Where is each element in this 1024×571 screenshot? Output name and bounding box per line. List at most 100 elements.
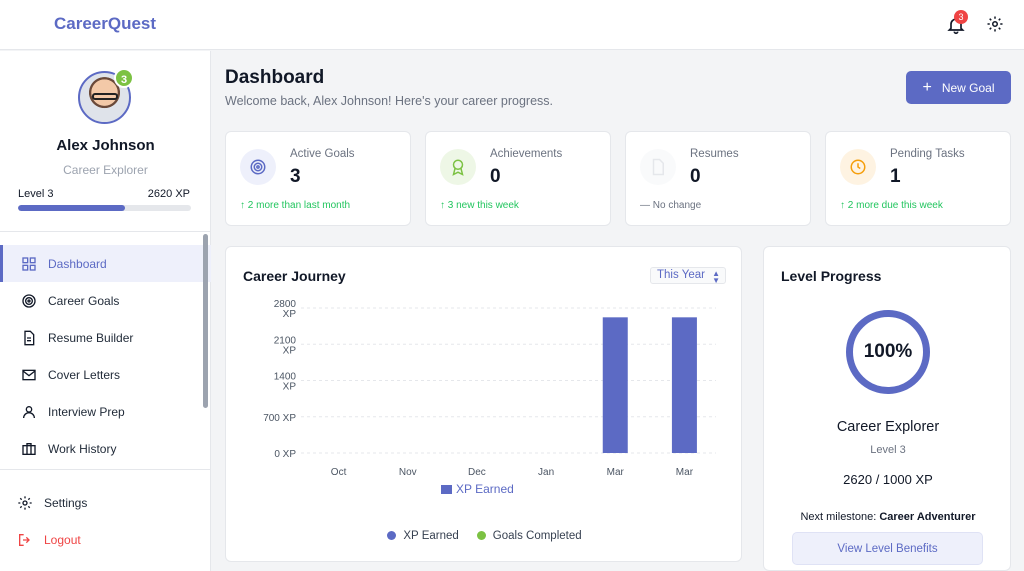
stat-label: Active Goals (290, 148, 355, 160)
target-icon (20, 292, 38, 310)
sidebar-item-resume-builder[interactable]: Resume Builder (0, 319, 211, 356)
divider (0, 231, 211, 232)
stat-change: ↑ 3 new this week (440, 200, 519, 211)
mail-icon (20, 366, 38, 384)
y-tick-label: 700 XP (263, 413, 296, 424)
stat-label: Pending Tasks (890, 148, 965, 160)
sidebar-item-label: Settings (44, 495, 88, 510)
stat-value: 1 (890, 166, 901, 187)
sidebar-item-work-history[interactable]: Work History (0, 430, 211, 467)
new-goal-button[interactable]: + New Goal (906, 71, 1011, 104)
welcome-message: Welcome back, Alex Johnson! Here's your … (225, 94, 553, 108)
legend-label: XP Earned (403, 530, 459, 542)
sidebar-bottom-nav: Settings Logout (0, 484, 211, 558)
sidebar-item-interview-prep[interactable]: Interview Prep (0, 393, 211, 430)
card-title: Career Journey (243, 268, 346, 284)
user-role: Career Explorer (63, 163, 148, 177)
stat-card-achievements[interactable]: Achievements 0 ↑ 3 new this week (425, 131, 611, 226)
x-tick-label: Nov (399, 467, 417, 478)
xp-label: 2620 XP (147, 188, 190, 200)
stat-card-active-goals[interactable]: Active Goals 3 ↑ 2 more than last month (225, 131, 411, 226)
level-name: Career Explorer (836, 419, 940, 435)
view-level-benefits-button[interactable]: View Level Benefits (792, 532, 983, 565)
level-progress-fill (18, 205, 126, 211)
next-milestone-value: Career Adventurer (879, 511, 976, 523)
stat-change: — No change (640, 200, 702, 211)
grid-icon (20, 255, 38, 273)
clock-icon (840, 149, 876, 185)
sidebar-item-dashboard[interactable]: Dashboard (0, 245, 211, 282)
y-tick-label: 2800 XP (274, 299, 297, 320)
glasses-shape (92, 93, 118, 100)
plus-icon: + (922, 78, 932, 96)
sidebar-item-settings[interactable]: Settings (0, 484, 211, 521)
legend-label: Goals Completed (492, 530, 582, 542)
period-value: This Year (657, 269, 705, 281)
x-tick-label: Mar (607, 467, 625, 478)
divider (0, 469, 211, 470)
document-icon (640, 149, 676, 185)
gear-icon (16, 494, 34, 512)
chevron-updown-icon: ▲ ▼ (712, 269, 720, 285)
gear-icon[interactable] (986, 15, 1004, 33)
person-icon (20, 403, 38, 421)
sidebar-item-logout[interactable]: Logout (0, 521, 211, 558)
stat-value: 0 (490, 166, 501, 187)
target-icon (240, 149, 276, 185)
stat-change: ↑ 2 more due this week (840, 200, 943, 211)
level-progress-card: Level Progress 100% Career Explorer Leve… (763, 246, 1011, 571)
stat-label: Resumes (690, 148, 739, 160)
stat-card-pending-tasks[interactable]: Pending Tasks 1 ↑ 2 more due this week (825, 131, 1011, 226)
stat-value: 0 (690, 166, 701, 187)
next-milestone: Next milestone: Career Adventurer (764, 511, 1012, 523)
user-name: Alex Johnson (56, 137, 155, 154)
x-tick-label: Jan (538, 467, 554, 478)
y-tick-label: 0 XP (274, 449, 296, 460)
next-milestone-label: Next milestone: (800, 511, 877, 523)
legend-dot (476, 531, 486, 541)
chart-legend: XP Earned Goals Completed (226, 530, 743, 542)
new-goal-label: New Goal (941, 80, 995, 95)
sidebar-item-label: Work History (48, 441, 117, 456)
level-xp: 2620 / 1000 XP (843, 472, 933, 487)
level-progress-ring: 100% (846, 310, 930, 394)
page-title: Dashboard (225, 67, 325, 88)
legend-item-goals[interactable]: Goals Completed (476, 530, 582, 542)
sidebar-item-career-goals[interactable]: Career Goals (0, 282, 211, 319)
legend-dot (387, 531, 397, 541)
sidebar-item-label: Resume Builder (48, 330, 134, 345)
sidebar-item-cover-letters[interactable]: Cover Letters (0, 356, 211, 393)
top-bar: CareerQuest 3 (0, 0, 1024, 50)
award-icon (440, 149, 476, 185)
level-progress-bar (18, 205, 191, 211)
stat-change: ↑ 2 more than last month (240, 200, 351, 211)
stat-card-resumes[interactable]: Resumes 0 — No change (625, 131, 811, 226)
bar (602, 317, 628, 453)
notification-badge: 3 (954, 10, 968, 24)
document-icon (20, 329, 38, 347)
sidebar-item-label: Career Goals (48, 293, 120, 308)
x-tick-label: Mar (676, 467, 694, 478)
level-percent: 100% (863, 341, 913, 362)
sidebar-item-label: Interview Prep (48, 404, 125, 419)
sidebar-nav: Dashboard Career Goals Resume Builder Co… (0, 245, 211, 467)
briefcase-icon (20, 440, 38, 458)
career-journey-chart: 0 XP 700 XP 1400 XP 2100 XP 2800 XP Oct Nov Dec Jan… (263, 299, 716, 496)
stat-value: 3 (290, 166, 301, 187)
x-tick-label: Oct (331, 467, 347, 478)
sidebar: 3 Alex Johnson Career Explorer Level 3 2… (0, 51, 211, 571)
period-select[interactable]: This Year ▲ ▼ (650, 267, 726, 285)
y-tick-label: 1400 XP (274, 372, 297, 393)
inner-legend-label: XP Earned (456, 482, 514, 496)
avatar-level-badge: 3 (114, 68, 134, 88)
level-number: Level 3 (870, 444, 906, 456)
app-logo[interactable]: CareerQuest (54, 14, 157, 33)
logout-icon (16, 531, 34, 549)
card-title: Level Progress (781, 268, 882, 284)
stat-label: Achievements (490, 148, 563, 160)
x-tick-label: Dec (468, 467, 486, 478)
career-journey-card: Career Journey This Year ▲ ▼ 0 XP 700 XP 14… (225, 246, 742, 562)
legend-item-xp[interactable]: XP Earned (387, 530, 459, 542)
sidebar-item-label: Dashboard (48, 256, 107, 271)
sidebar-scrollbar[interactable] (203, 234, 208, 408)
